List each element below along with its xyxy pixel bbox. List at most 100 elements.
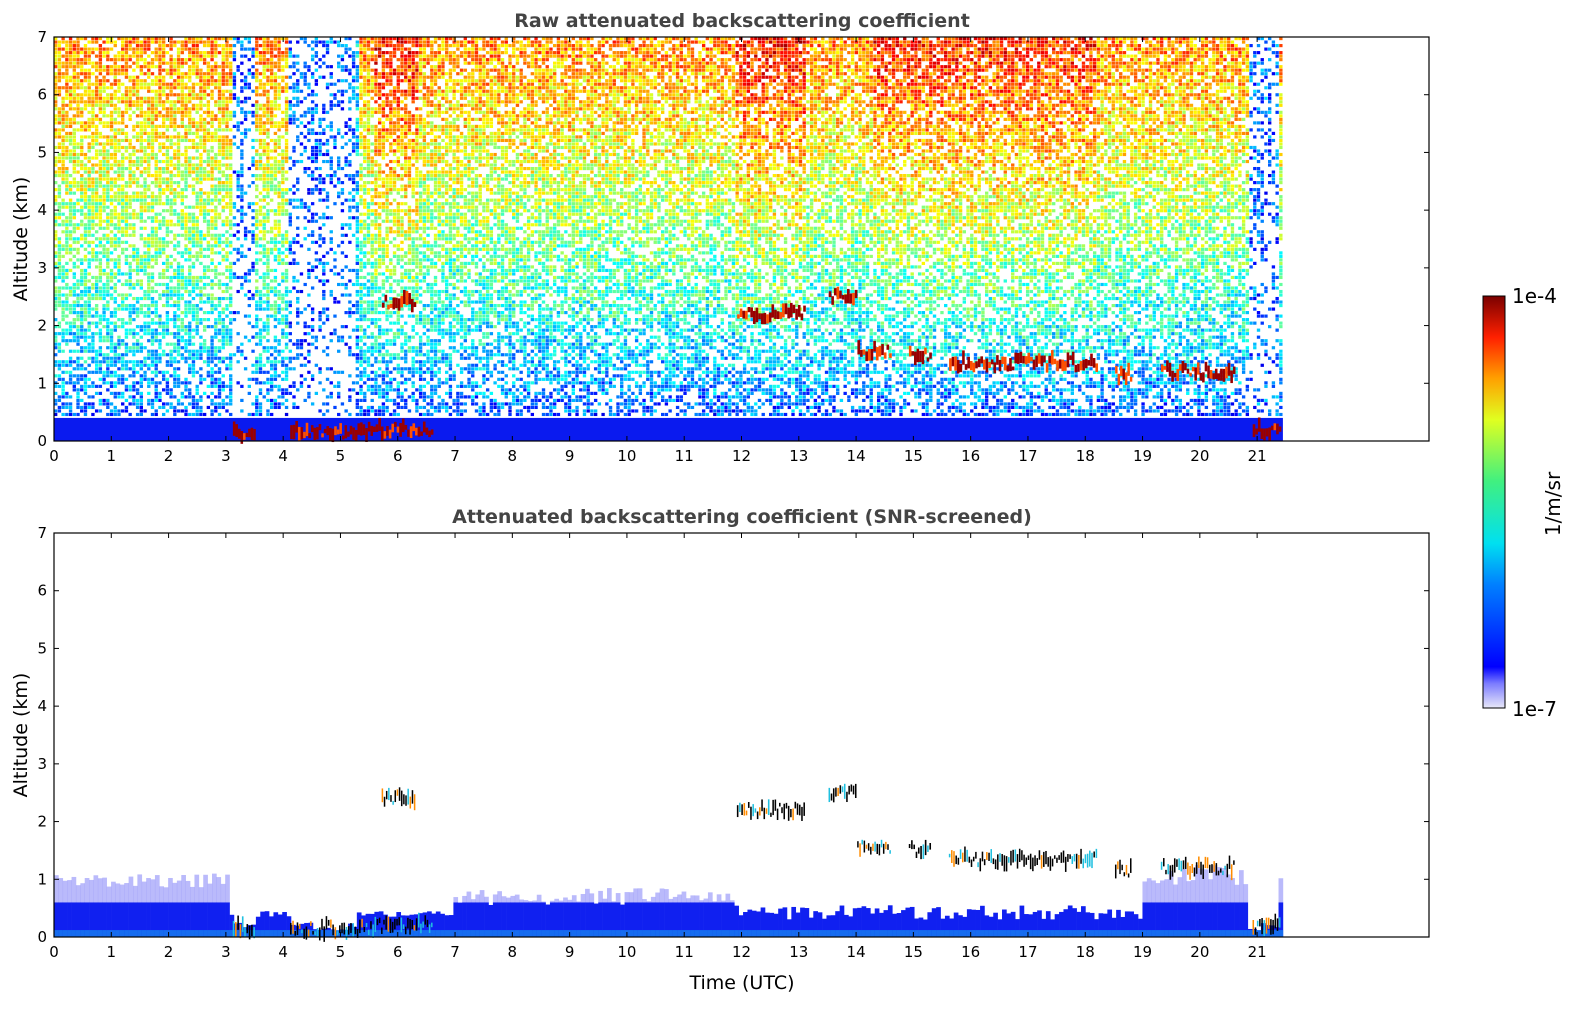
signal-cell	[255, 216, 259, 220]
signal-cell	[214, 244, 218, 248]
signal-cell	[80, 356, 84, 360]
signal-cell	[266, 166, 270, 171]
signal-cell	[128, 346, 132, 350]
signal-cell	[262, 121, 266, 125]
signal-cell	[292, 367, 296, 371]
signal-cell	[150, 311, 155, 315]
signal-cell	[188, 166, 192, 171]
signal-cell	[98, 223, 103, 227]
signal-cell	[80, 209, 84, 213]
signal-cell	[273, 82, 278, 86]
signal-cell	[135, 159, 140, 164]
signal-cell	[98, 268, 103, 273]
signal-cell	[255, 75, 259, 79]
signal-cell	[188, 230, 192, 234]
signal-cell	[68, 174, 73, 178]
signal-cell	[258, 342, 263, 346]
signal-cell	[281, 124, 285, 128]
signal-cell	[206, 223, 211, 227]
signal-cell	[80, 398, 84, 403]
signal-cell	[121, 128, 125, 132]
signal-cell	[83, 89, 88, 93]
signal-cell	[154, 156, 158, 160]
signal-cell	[65, 51, 69, 55]
signal-cell	[199, 237, 203, 241]
signal-cell	[255, 332, 259, 336]
signal-cell	[229, 37, 233, 41]
signal-cell	[266, 170, 270, 174]
signal-cell	[303, 72, 307, 76]
signal-cell	[176, 223, 181, 227]
signal-cell	[161, 89, 166, 93]
signal-cell	[273, 209, 278, 213]
signal-cell	[102, 195, 106, 199]
signal-cell	[91, 47, 95, 51]
signal-cell	[314, 212, 319, 216]
signal-cell	[80, 325, 84, 329]
signal-cell	[191, 124, 196, 128]
signal-cell	[269, 86, 274, 90]
signal-cell	[124, 93, 129, 97]
signal-cell	[165, 328, 170, 332]
signal-cell	[333, 96, 337, 100]
signal-cell	[143, 332, 147, 336]
signal-cell	[232, 75, 237, 79]
signal-cell	[284, 121, 289, 125]
signal-cell	[147, 131, 151, 136]
signal-cell	[337, 166, 341, 171]
signal-cell	[54, 244, 58, 248]
signal-cell	[191, 282, 196, 287]
signal-cell	[57, 75, 62, 79]
signal-cell	[284, 145, 289, 150]
signal-cell	[68, 58, 73, 62]
signal-cell	[132, 75, 136, 79]
signal-cell	[109, 272, 114, 276]
signal-cell	[128, 244, 132, 248]
signal-cell	[169, 209, 173, 213]
signal-cell	[247, 47, 251, 51]
signal-cell	[277, 145, 281, 150]
signal-cell	[188, 54, 192, 58]
signal-cell	[255, 233, 259, 237]
signal-cell	[83, 188, 88, 192]
signal-cell	[68, 244, 73, 248]
signal-cell	[165, 68, 170, 72]
signal-cell	[161, 405, 166, 410]
signal-cell	[210, 244, 214, 248]
signal-cell	[255, 226, 259, 230]
signal-cell	[296, 339, 300, 343]
signal-cell	[154, 93, 158, 97]
signal-cell	[113, 170, 117, 174]
signal-cell	[188, 254, 192, 258]
signal-cell	[255, 212, 259, 216]
signal-cell	[143, 409, 147, 413]
signal-cell	[83, 223, 88, 227]
signal-cell	[247, 58, 251, 62]
signal-cell	[65, 47, 69, 51]
signal-cell	[128, 332, 132, 336]
signal-cell	[154, 54, 158, 58]
signal-cell	[65, 135, 69, 139]
signal-cell	[80, 166, 84, 171]
signal-cell	[165, 325, 170, 329]
signal-cell	[57, 156, 62, 160]
signal-cell	[240, 216, 244, 220]
signal-cell	[303, 205, 307, 209]
signal-cell	[232, 82, 237, 86]
signal-cell	[68, 307, 73, 311]
signal-cell	[161, 223, 166, 227]
signal-cell	[87, 110, 91, 114]
signal-cell	[210, 303, 214, 308]
signal-cell	[94, 93, 99, 97]
signal-cell	[195, 149, 199, 153]
signal-cell	[262, 237, 266, 241]
signal-cell	[72, 374, 76, 378]
signal-cell	[143, 265, 147, 269]
signal-cell	[124, 51, 129, 55]
signal-cell	[139, 124, 144, 128]
signal-cell	[109, 237, 114, 241]
signal-cell	[121, 117, 125, 121]
signal-cell	[147, 237, 151, 241]
signal-cell	[65, 244, 69, 248]
signal-cell	[255, 44, 259, 48]
